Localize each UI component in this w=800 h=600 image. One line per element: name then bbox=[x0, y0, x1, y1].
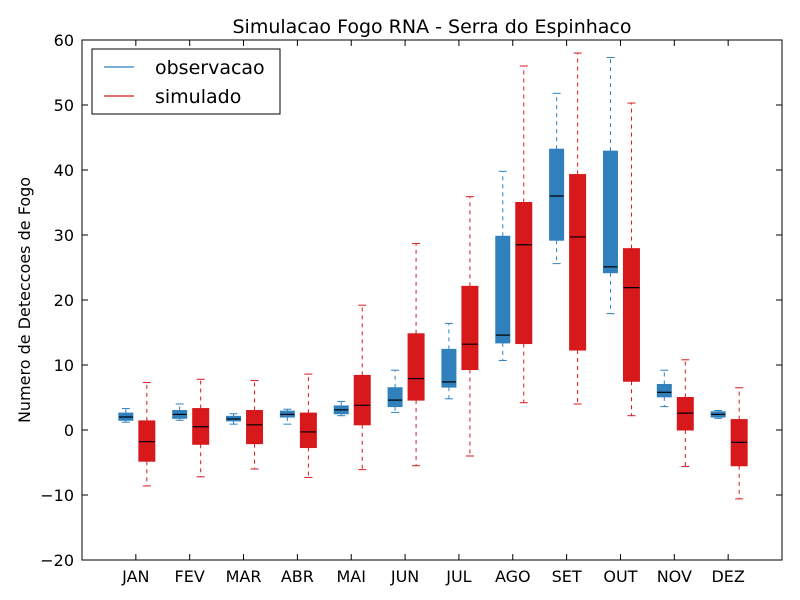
box-simulado-out bbox=[622, 102, 640, 417]
box-body bbox=[515, 202, 533, 345]
y-tick-label: 30 bbox=[54, 226, 74, 245]
y-tick-label: 20 bbox=[54, 291, 74, 310]
y-tick-label: 0 bbox=[64, 421, 74, 440]
box-body bbox=[622, 248, 640, 382]
box-observacao-abr bbox=[279, 408, 295, 425]
y-axis-label: Numero de Deteccoes de Fogo bbox=[15, 177, 34, 423]
x-tick-label: ABR bbox=[281, 567, 314, 586]
y-axis: −20 −10 0 10 20 30 40 50 60 bbox=[40, 31, 782, 570]
box-simulado-mai bbox=[353, 304, 371, 471]
box-simulado-fev bbox=[192, 378, 210, 478]
boxplot-series bbox=[118, 52, 748, 500]
box-simulado-jan bbox=[138, 382, 156, 487]
legend: observacao simulado bbox=[91, 48, 281, 115]
box-body bbox=[299, 412, 317, 449]
y-tick-label: 60 bbox=[54, 31, 74, 50]
box-simulado-abr bbox=[299, 373, 317, 478]
box-simulado-dez bbox=[730, 387, 748, 500]
box-simulado-jul bbox=[461, 196, 479, 457]
plot-area bbox=[81, 39, 783, 561]
box-body bbox=[387, 387, 403, 408]
box-observacao-nov bbox=[656, 369, 672, 408]
box-simulado-jun bbox=[407, 242, 425, 467]
box-body bbox=[407, 333, 425, 401]
y-tick-label: 40 bbox=[54, 161, 74, 180]
box-observacao-mar bbox=[226, 413, 242, 425]
box-body bbox=[246, 410, 264, 445]
x-tick-label: AGO bbox=[495, 567, 531, 586]
box-body bbox=[461, 285, 479, 371]
legend-label-observacao: observacao bbox=[155, 57, 265, 79]
box-body bbox=[495, 235, 511, 344]
box-simulado-nov bbox=[676, 359, 694, 467]
box-observacao-jan bbox=[118, 408, 134, 423]
y-tick-label: −20 bbox=[40, 551, 74, 570]
box-body bbox=[441, 348, 457, 388]
box-body bbox=[602, 150, 618, 274]
box-body bbox=[656, 384, 672, 398]
x-tick-label: MAI bbox=[336, 567, 365, 586]
x-tick-label: NOV bbox=[657, 567, 692, 586]
x-tick-label: DEZ bbox=[711, 567, 744, 586]
x-tick-label: JAN bbox=[121, 567, 149, 586]
x-tick-label: SET bbox=[552, 567, 582, 586]
box-simulado-ago bbox=[515, 65, 533, 404]
y-tick-label: 50 bbox=[54, 96, 74, 115]
x-tick-label: JUN bbox=[390, 567, 419, 586]
box-observacao-mai bbox=[333, 400, 349, 417]
x-tick-label: FEV bbox=[175, 567, 205, 586]
box-simulado-set bbox=[569, 52, 587, 405]
box-body bbox=[676, 397, 694, 431]
x-tick-label: JUL bbox=[445, 567, 471, 586]
box-simulado-mar bbox=[246, 380, 264, 470]
legend-frame bbox=[91, 48, 281, 115]
x-tick-label: MAR bbox=[226, 567, 262, 586]
box-observacao-fev bbox=[172, 403, 188, 421]
box-observacao-jul bbox=[441, 322, 457, 400]
box-observacao-out bbox=[602, 57, 618, 315]
y-tick-label: 10 bbox=[54, 356, 74, 375]
box-observacao-dez bbox=[710, 410, 726, 419]
x-tick-label: OUT bbox=[603, 567, 637, 586]
series-simulado bbox=[138, 52, 748, 500]
box-body bbox=[138, 420, 156, 462]
box-body bbox=[569, 174, 587, 351]
chart-title: Simulacao Fogo RNA - Serra do Espinhaco bbox=[233, 16, 632, 38]
box-observacao-set bbox=[549, 92, 565, 265]
series-observacao bbox=[118, 57, 726, 425]
y-tick-label: −10 bbox=[40, 486, 74, 505]
box-body bbox=[353, 374, 371, 426]
box-observacao-ago bbox=[495, 170, 511, 361]
legend-label-simulado: simulado bbox=[155, 86, 241, 108]
x-axis: JAN FEV MAR ABR MAI JUN JUL AGO SET OUT NOV DEZ bbox=[121, 40, 745, 586]
box-body bbox=[549, 148, 565, 241]
box-observacao-jun bbox=[387, 369, 403, 413]
